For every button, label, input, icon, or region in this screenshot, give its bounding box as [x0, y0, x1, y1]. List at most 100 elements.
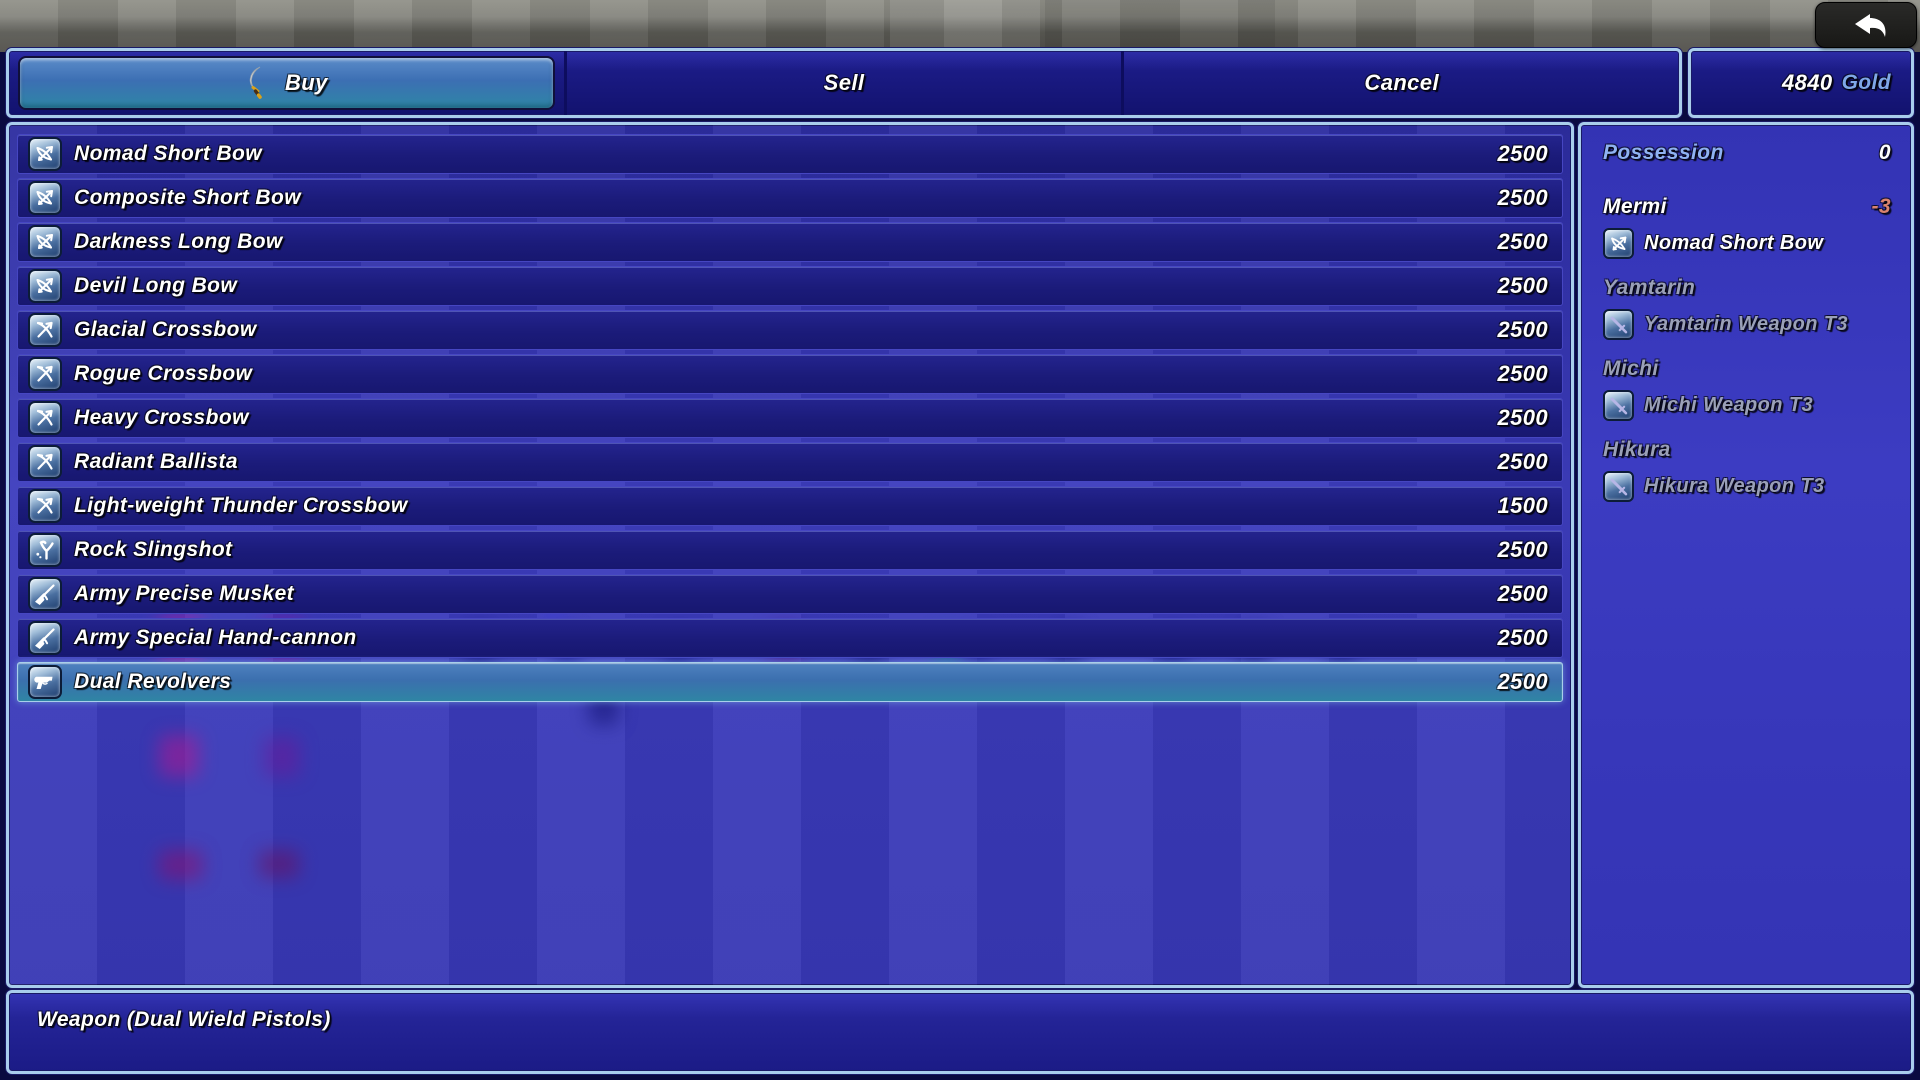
item-name: Dual Revolvers: [74, 670, 232, 693]
shop-item-row[interactable]: Darkness Long Bow 2500: [17, 222, 1563, 262]
item-name: Radiant Ballista: [74, 450, 238, 473]
item-name: Devil Long Bow: [74, 274, 238, 297]
crossbow-icon: [28, 313, 62, 347]
crossbow-icon: [28, 445, 62, 479]
background-blur-blob: [159, 850, 203, 880]
musket-icon: [28, 621, 62, 655]
shop-item-row[interactable]: Rock Slingshot 2500: [17, 530, 1563, 570]
buy-tab-cell: Buy: [9, 51, 564, 115]
sword-icon: [1603, 471, 1634, 502]
shop-item-row[interactable]: Glacial Crossbow 2500: [17, 310, 1563, 350]
cancel-button-label: Cancel: [1364, 70, 1439, 95]
item-name: Light-weight Thunder Crossbow: [74, 494, 408, 517]
actor-block: Michi Michi Weapon T3: [1603, 357, 1891, 421]
equip-name: Hikura Weapon T3: [1644, 475, 1825, 497]
shop-item-row[interactable]: Nomad Short Bow 2500: [17, 134, 1563, 174]
item-name: Darkness Long Bow: [74, 230, 283, 253]
bow-icon: [1603, 228, 1634, 259]
possession-status-panel: Possession 0 Mermi -3 Nomad Short Bow Ya…: [1578, 122, 1914, 988]
item-name: Army Precise Musket: [74, 582, 295, 605]
stone-shadow: [1045, 0, 1275, 52]
background-blur-blob: [259, 850, 299, 878]
actor-name: Yamtarin: [1603, 276, 1696, 299]
item-price: 2500: [1497, 449, 1548, 474]
item-name: Glacial Crossbow: [74, 318, 257, 341]
item-name: Rogue Crossbow: [74, 362, 253, 385]
sword-icon: [1603, 309, 1634, 340]
gold-currency-label: Gold: [1841, 71, 1891, 94]
actor-name-row: Yamtarin: [1603, 276, 1891, 300]
item-name: Rock Slingshot: [74, 538, 233, 561]
actor-param-delta: -3: [1871, 195, 1891, 218]
shop-item-row[interactable]: Devil Long Bow 2500: [17, 266, 1563, 306]
gold-window: 4840 Gold: [1688, 48, 1914, 118]
shop-item-list: Nomad Short Bow 2500 Composite Short Bow…: [17, 134, 1563, 706]
item-price: 2500: [1497, 317, 1548, 342]
shop-item-row[interactable]: Army Special Hand-cannon 2500: [17, 618, 1563, 658]
item-price: 2500: [1497, 625, 1548, 650]
bow-icon: [28, 269, 62, 303]
bow-icon: [28, 181, 62, 215]
actor-equip-row: Nomad Short Bow: [1603, 228, 1891, 259]
stone-highlight: [890, 0, 1040, 52]
stone-wall-background: [0, 0, 1920, 52]
possession-label: Possession: [1603, 141, 1724, 164]
actor-equip-row: Michi Weapon T3: [1603, 390, 1891, 421]
crossbow-icon: [28, 357, 62, 391]
item-price: 2500: [1497, 229, 1548, 254]
item-price: 2500: [1497, 405, 1548, 430]
shop-item-row[interactable]: Army Precise Musket 2500: [17, 574, 1563, 614]
shop-item-row[interactable]: Radiant Ballista 2500: [17, 442, 1563, 482]
actor-name-row: Hikura: [1603, 438, 1891, 462]
actor-equip-row: Hikura Weapon T3: [1603, 471, 1891, 502]
actor-name: Michi: [1603, 357, 1659, 380]
possession-row: Possession 0: [1603, 141, 1891, 165]
actor-name: Mermi: [1603, 195, 1667, 218]
item-price: 2500: [1497, 537, 1548, 562]
background-blur-blob: [264, 737, 300, 777]
item-price: 2500: [1497, 669, 1548, 694]
item-price: 2500: [1497, 581, 1548, 606]
bow-icon: [28, 225, 62, 259]
item-name: Composite Short Bow: [74, 186, 301, 209]
background-blur-blob: [159, 735, 199, 777]
item-name: Nomad Short Bow: [74, 142, 262, 165]
actor-block: Yamtarin Yamtarin Weapon T3: [1603, 276, 1891, 340]
shop-item-list-window: Nomad Short Bow 2500 Composite Short Bow…: [6, 122, 1574, 988]
shop-item-row[interactable]: Light-weight Thunder Crossbow 1500: [17, 486, 1563, 526]
revolver-icon: [28, 665, 62, 699]
sell-button-label: Sell: [823, 70, 865, 95]
shop-item-row[interactable]: Composite Short Bow 2500: [17, 178, 1563, 218]
actor-equip-list: Mermi -3 Nomad Short Bow Yamtarin Yamtar…: [1603, 195, 1891, 502]
item-price: 1500: [1497, 493, 1548, 518]
item-description: Weapon (Dual Wield Pistols): [37, 1008, 331, 1031]
help-window: Weapon (Dual Wield Pistols): [6, 990, 1914, 1074]
cursor-scimitar-icon: [245, 66, 269, 100]
crossbow-icon: [28, 489, 62, 523]
actor-block: Mermi -3 Nomad Short Bow: [1603, 195, 1891, 259]
shop-command-bar: Buy Sell Cancel: [6, 48, 1682, 118]
cancel-button[interactable]: Cancel: [1121, 51, 1679, 115]
actor-name-row: Michi: [1603, 357, 1891, 381]
shop-item-row[interactable]: Dual Revolvers 2500: [17, 662, 1563, 702]
buy-button[interactable]: Buy: [18, 56, 555, 110]
musket-icon: [28, 577, 62, 611]
slingshot-icon: [28, 533, 62, 567]
back-button[interactable]: [1815, 2, 1917, 48]
item-price: 2500: [1497, 185, 1548, 210]
bow-icon: [28, 137, 62, 171]
buy-button-label: Buy: [284, 70, 328, 95]
sell-button[interactable]: Sell: [563, 51, 1122, 115]
item-name: Army Special Hand-cannon: [74, 626, 357, 649]
item-price: 2500: [1497, 141, 1548, 166]
equip-name: Michi Weapon T3: [1644, 394, 1813, 416]
actor-block: Hikura Hikura Weapon T3: [1603, 438, 1891, 502]
shop-item-row[interactable]: Heavy Crossbow 2500: [17, 398, 1563, 438]
shop-item-row[interactable]: Rogue Crossbow 2500: [17, 354, 1563, 394]
sword-icon: [1603, 390, 1634, 421]
crossbow-icon: [28, 401, 62, 435]
gold-amount: 4840: [1782, 70, 1833, 95]
equip-name: Nomad Short Bow: [1644, 232, 1824, 254]
actor-name: Hikura: [1603, 438, 1671, 461]
item-name: Heavy Crossbow: [74, 406, 249, 429]
